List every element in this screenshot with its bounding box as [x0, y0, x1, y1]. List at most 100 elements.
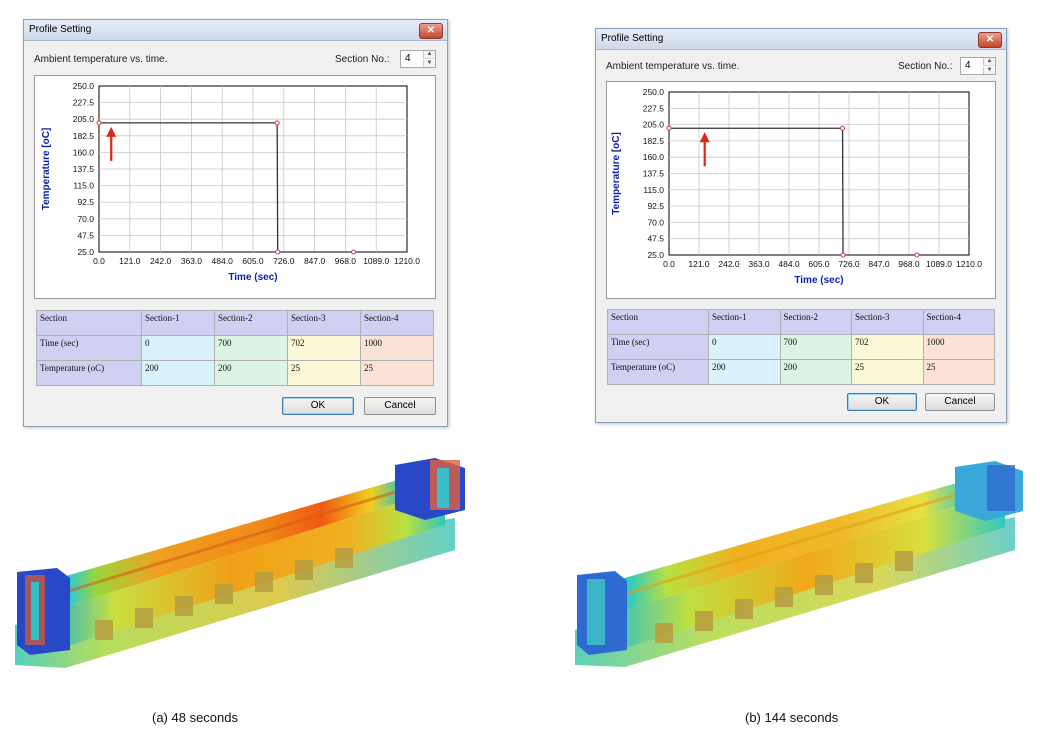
- y-tick-label: 115.0: [73, 181, 94, 191]
- x-tick-label: 968.0: [898, 259, 920, 269]
- x-tick-label: 726.0: [273, 256, 295, 266]
- y-tick-label: 160.0: [643, 152, 665, 162]
- y-axis-title: Temperature [oC]: [41, 128, 52, 211]
- series-line: [99, 122, 354, 253]
- y-tick-label: 47.5: [77, 230, 94, 240]
- data-point: [351, 249, 357, 255]
- x-tick-label: 847.0: [304, 256, 326, 266]
- table-cell[interactable]: 1000: [360, 335, 434, 361]
- table-cell[interactable]: 200: [779, 359, 852, 385]
- x-tick-label: 363.0: [748, 259, 770, 269]
- x-axis-title: Time (sec): [228, 272, 277, 283]
- x-tick-label: 242.0: [150, 256, 172, 266]
- table-row: Time (sec) 0 700 702 1000: [36, 335, 434, 361]
- close-button[interactable]: ✕: [978, 32, 1002, 48]
- table-cell[interactable]: 200: [708, 359, 781, 385]
- spinner-up-icon[interactable]: ▲: [423, 51, 435, 59]
- table-cell[interactable]: 0: [141, 335, 215, 361]
- x-tick-label: 0.0: [93, 256, 105, 266]
- table-cell[interactable]: 25: [922, 359, 995, 385]
- table-cell[interactable]: 200: [214, 360, 288, 386]
- table-cell: Section-4: [922, 309, 995, 335]
- x-tick-label: 605.0: [242, 256, 264, 266]
- table-row: Temperature (oC) 200 200 25 25: [607, 359, 995, 385]
- dialog-title: Profile Setting: [601, 33, 664, 44]
- spinner-down-icon[interactable]: ▼: [983, 67, 995, 74]
- temperature-profile-chart: 0.0 121.0 242.0 363.0 484.0 605.0 726.0 847.0 96…: [41, 81, 420, 283]
- table-cell: Section-3: [851, 309, 924, 335]
- table-cell[interactable]: 200: [141, 360, 215, 386]
- table-cell[interactable]: 702: [287, 335, 361, 361]
- section-no-spinner[interactable]: 4 ▲ ▼: [400, 50, 436, 68]
- table-cell: Section-1: [708, 309, 781, 335]
- table-row: Temperature (oC) 200 200 25 25: [36, 360, 434, 386]
- section-no-value: 4: [405, 53, 411, 64]
- x-tick-label: 1089.0: [926, 259, 952, 269]
- table-cell: Section: [607, 309, 709, 335]
- caption-b: (b) 144 seconds: [745, 710, 839, 725]
- section-no-label: Section No.:: [335, 54, 390, 65]
- cancel-button[interactable]: Cancel: [364, 397, 436, 415]
- table-cell[interactable]: 25: [851, 359, 924, 385]
- y-tick-label: 92.5: [647, 201, 664, 211]
- y-tick-label: 47.5: [647, 234, 664, 244]
- table-cell: Section-4: [360, 310, 434, 336]
- table-row: Time (sec) 0 700 702 1000: [607, 334, 995, 360]
- y-tick-label: 250.0: [73, 81, 95, 91]
- series-line: [669, 127, 917, 256]
- x-axis-title: Time (sec): [794, 275, 843, 286]
- y-tick-label: 205.0: [73, 114, 95, 124]
- spinner-up-icon[interactable]: ▲: [983, 58, 995, 66]
- x-tick-label: 1210.0: [394, 256, 420, 266]
- table-row: Section Section-1 Section-2 Section-3 Se…: [36, 310, 434, 336]
- table-row: Section Section-1 Section-2 Section-3 Se…: [607, 309, 995, 335]
- cancel-button[interactable]: Cancel: [925, 393, 995, 411]
- x-tick-label: 363.0: [181, 256, 203, 266]
- y-tick-label: 115.0: [643, 185, 664, 195]
- section-table: Section Section-1 Section-2 Section-3 Se…: [36, 310, 434, 386]
- time-marker-arrowhead: [106, 126, 117, 137]
- y-tick-label: 182.5: [73, 131, 95, 141]
- chart-panel: 0.0 121.0 242.0 363.0 484.0 605.0 726.0 847.0 96…: [34, 75, 436, 299]
- table-cell: Temperature (oC): [607, 359, 709, 385]
- y-tick-label: 227.5: [73, 98, 95, 108]
- table-cell[interactable]: 700: [214, 335, 288, 361]
- table-cell: Section-1: [141, 310, 215, 336]
- title-bar[interactable]: Profile Setting ✕: [596, 29, 1006, 50]
- table-cell[interactable]: 25: [360, 360, 434, 386]
- title-bar[interactable]: Profile Setting ✕: [24, 20, 447, 41]
- temperature-profile-chart: 0.0 121.0 242.0 363.0 484.0 605.0 726.0 847.0 96…: [611, 87, 982, 286]
- dialog-title: Profile Setting: [29, 24, 92, 35]
- temperature-contour-image-a: [15, 458, 465, 668]
- section-no-spinner[interactable]: 4 ▲ ▼: [960, 57, 996, 75]
- table-cell[interactable]: 700: [779, 334, 852, 360]
- x-tick-label: 605.0: [808, 259, 830, 269]
- data-point: [274, 120, 280, 126]
- x-tick-label: 242.0: [718, 259, 740, 269]
- table-cell[interactable]: 1000: [922, 334, 995, 360]
- x-tick-label: 0.0: [663, 259, 675, 269]
- table-cell: Section-2: [214, 310, 288, 336]
- y-tick-label: 25.0: [647, 250, 664, 260]
- close-button[interactable]: ✕: [419, 23, 443, 39]
- table-cell[interactable]: 0: [708, 334, 781, 360]
- spinner-down-icon[interactable]: ▼: [423, 60, 435, 67]
- table-cell[interactable]: 25: [287, 360, 361, 386]
- description-label: Ambient temperature vs. time.: [606, 61, 740, 72]
- y-tick-label: 205.0: [643, 120, 665, 130]
- caption-a: (a) 48 seconds: [152, 710, 238, 725]
- description-label: Ambient temperature vs. time.: [34, 54, 168, 65]
- table-cell[interactable]: 702: [851, 334, 924, 360]
- data-point: [96, 120, 102, 126]
- x-tick-label: 484.0: [212, 256, 234, 266]
- data-point: [666, 125, 672, 131]
- data-point: [840, 252, 846, 258]
- data-point: [275, 249, 281, 255]
- y-tick-label: 160.0: [73, 147, 95, 157]
- y-tick-label: 92.5: [77, 197, 94, 207]
- x-tick-label: 847.0: [868, 259, 890, 269]
- data-point: [840, 125, 846, 131]
- y-tick-label: 25.0: [77, 247, 94, 257]
- ok-button[interactable]: OK: [847, 393, 917, 411]
- ok-button[interactable]: OK: [282, 397, 354, 415]
